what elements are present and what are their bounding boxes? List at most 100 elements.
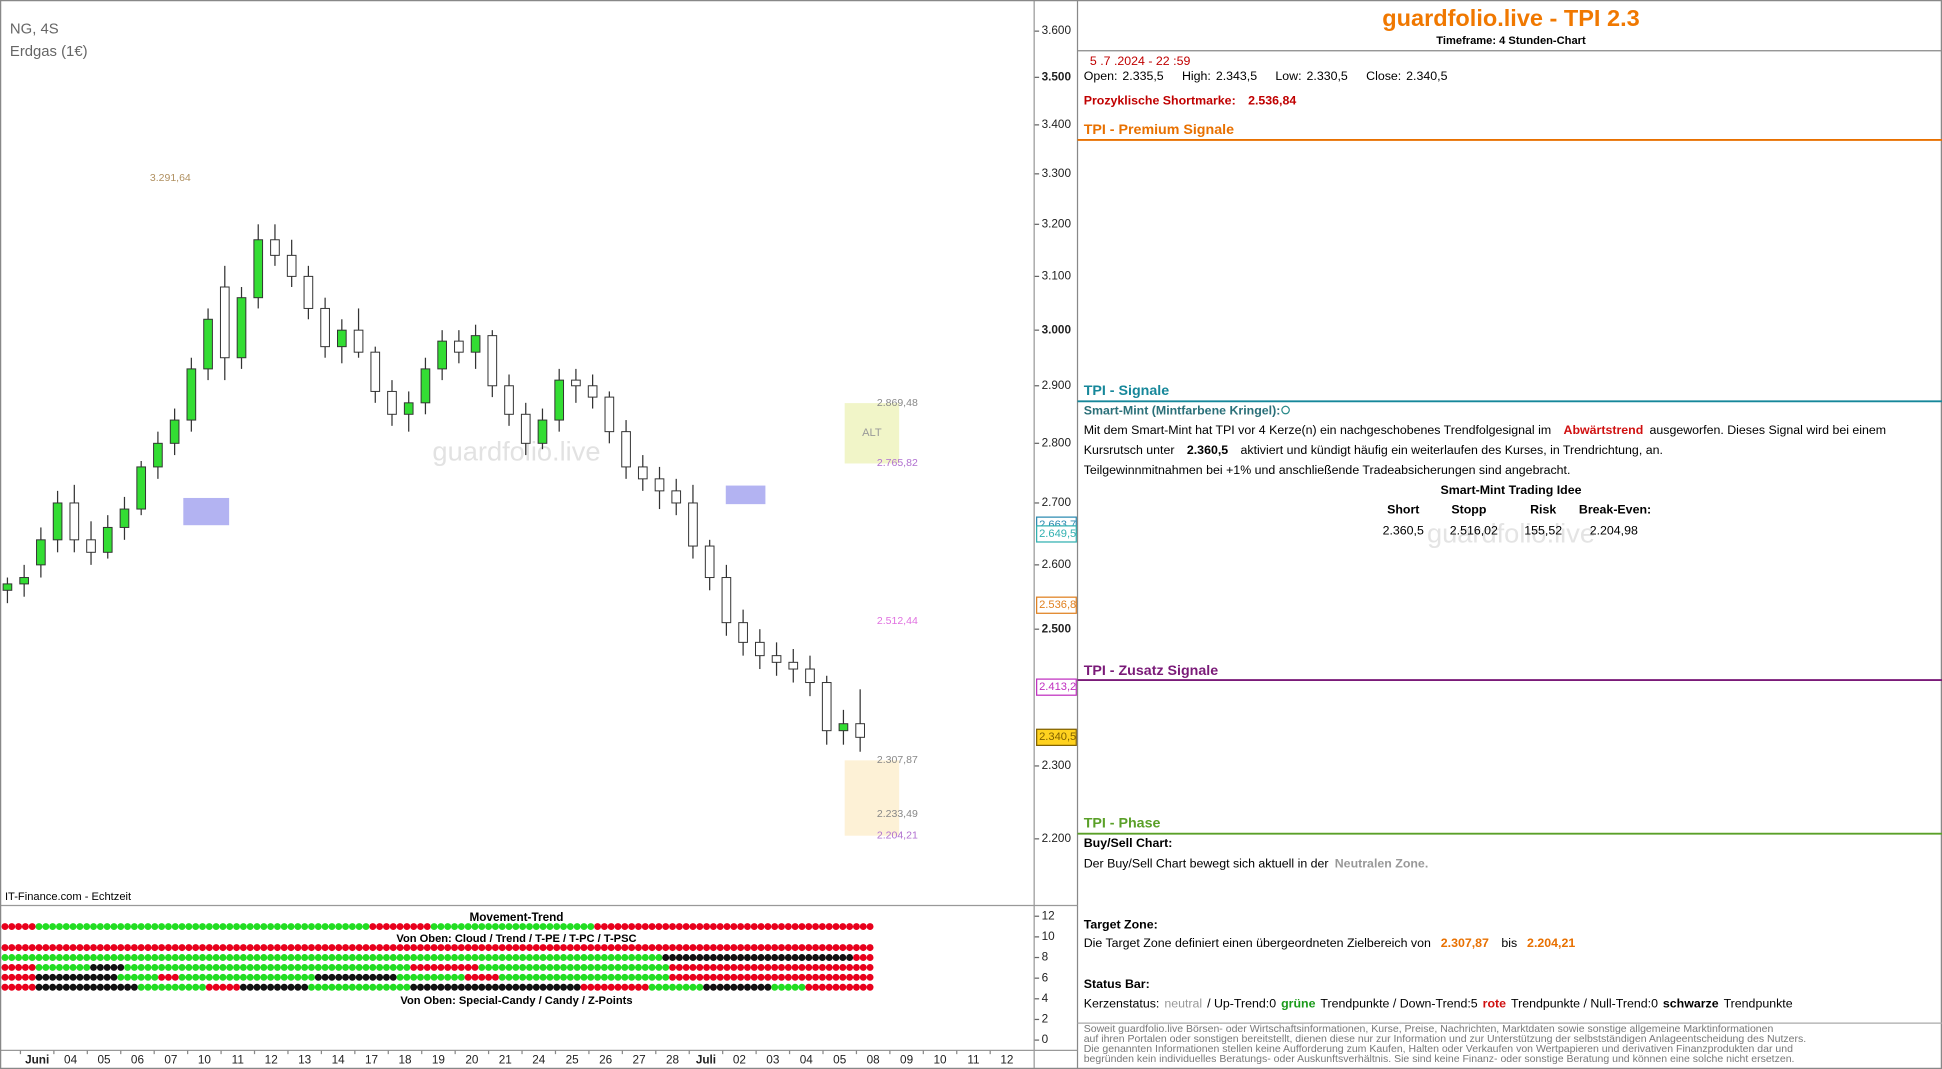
zone [844,403,900,464]
signal-dot [451,954,459,961]
signal-dot [457,923,465,931]
signal-dot [859,983,867,991]
signal-dot [96,973,104,981]
signal-dot [662,944,670,952]
signal-dot [117,954,125,961]
signal-dot [212,963,220,971]
zone-level: 2.204,21 [877,829,918,841]
candle-body [671,490,682,504]
signal-dot [185,954,193,961]
candle-body [353,329,364,353]
signal-dot [171,923,179,931]
signal-dot [335,923,343,931]
signal-dot [410,944,418,952]
signal-dot [525,963,533,971]
signal-dot [553,963,561,971]
signal-dot [825,923,833,931]
signal-dot [546,944,554,952]
y-tick-label: 3.300 [1042,167,1072,180]
signal-dot [28,923,36,931]
signal-dot [709,954,717,961]
signal-dot [709,923,717,931]
level-label: 2.512,44 [877,615,918,627]
signal-dot [641,973,649,981]
smart-mint-text: Mit dem Smart-Mint hat TPI vor 4 Kerze(n… [1084,423,1886,437]
signal-dot [117,944,125,952]
signal-dot [144,963,152,971]
signal-dot [226,983,234,991]
signal-dot [117,923,125,931]
signal-dot [812,923,820,931]
signal-dot [212,944,220,952]
signal-dot [301,923,309,931]
price-box [1036,596,1077,614]
signal-dot [662,973,670,981]
signal-dot [471,963,479,971]
signal-dot [669,923,676,931]
signal-dot [539,944,547,952]
signal-dot [573,983,581,991]
signal-dot [675,923,683,931]
signal-dot [328,963,336,971]
signal-dot [662,923,670,931]
signal-dot [246,983,254,991]
signal-dot [124,944,132,952]
candle-body [320,307,330,348]
signal-dot [260,963,268,971]
signal-dot [362,973,370,981]
signal-dot [1,944,9,952]
candle-body [788,661,799,670]
signal-dot [614,923,622,931]
price-box [1036,728,1077,746]
candle-body [454,340,464,353]
source: IT-Finance.com - Echtzeit [5,891,132,903]
signal-dot [743,944,751,952]
signal-dot [866,973,874,981]
signal-dot [764,923,772,931]
signal-dot [778,963,785,971]
signal-dot [267,983,275,991]
signal-dot [641,944,649,952]
signal-dot [805,973,813,981]
signal-dot [655,923,663,931]
signal-dot [314,954,322,961]
signal-dot [83,963,91,971]
x-tick-label: 14 [332,1053,346,1066]
signal-dot [655,954,663,961]
signal-dot [791,963,799,971]
signal-dot [566,944,574,952]
signal-dot [444,963,452,971]
signal-dot [212,983,220,991]
signal-dot [594,973,602,981]
y-tick-label: 3.600 [1042,24,1072,37]
signal-dot [648,944,656,952]
signal-dot [321,923,329,931]
candle-body [755,641,765,657]
signal-dot [226,923,234,931]
signal-dot [185,923,193,931]
signal-dot [35,973,43,981]
ohlc-value: 2.330,5 [1307,69,1348,83]
signal-dot [866,983,874,991]
signal-dot [164,923,172,931]
signal-dot [21,954,29,961]
signal-dot [280,973,288,981]
candle-body [337,329,347,348]
signal-dot [832,944,840,952]
signal-dot [573,954,581,961]
y-tick-label: 2.500 [1042,622,1072,635]
signal-dot [396,954,404,961]
signal-dot [35,983,43,991]
signal-dot [737,973,745,981]
candle-body [236,297,247,359]
signal-dot [430,973,438,981]
signal-dot [199,983,206,991]
signal-dot [369,954,377,961]
signal-dot [369,923,377,931]
signal-dot [90,954,97,961]
candle-body [102,526,113,553]
candle-body [637,466,648,480]
signal-dot [832,963,840,971]
signal-dot [607,923,615,931]
y-tick-label: 2.600 [1042,558,1072,571]
